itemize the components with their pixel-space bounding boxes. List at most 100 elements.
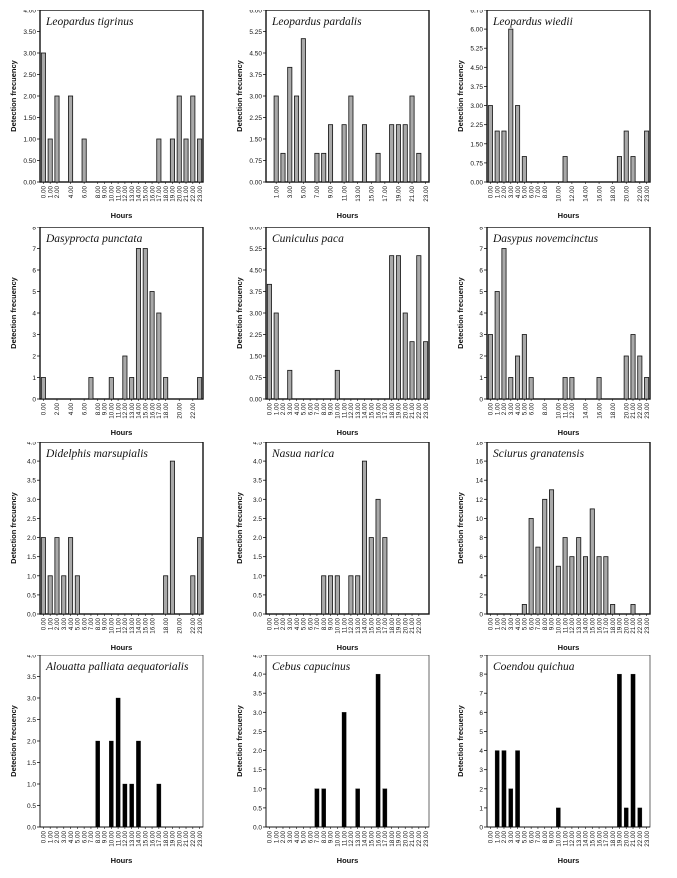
- x-tick-label: 17.00: [156, 186, 163, 202]
- y-tick-label: 1.50: [470, 141, 483, 148]
- x-tick-label: 13.00: [129, 403, 136, 419]
- bar: [169, 138, 175, 183]
- y-tick-label: 16: [476, 459, 484, 466]
- bar: [348, 95, 354, 183]
- chart-panel: 0.00 0.75 1.50 2.25 3.00 3.75 4.50 5.25 6.00 0.00…: [234, 225, 460, 445]
- x-tick-label: 5.00: [301, 618, 308, 631]
- y-tick-label: 0.75: [249, 158, 262, 165]
- plot-frame: [39, 654, 204, 828]
- x-tick-label: 18.00: [389, 618, 396, 634]
- x-tick-label: 16.00: [149, 186, 156, 202]
- y-tick-label: 2: [479, 786, 483, 793]
- y-tick-label: 3.00: [23, 51, 36, 58]
- plot-frame: [486, 226, 651, 400]
- y-tick-label: 0.00: [470, 180, 483, 187]
- x-tick-label: 4.00: [515, 186, 522, 199]
- x-tick-label: 1.00: [47, 618, 54, 631]
- bar: [341, 712, 347, 828]
- x-tick-label: 19.00: [396, 618, 403, 634]
- y-tick-label: 4.5: [27, 442, 36, 447]
- bar: [74, 575, 80, 615]
- x-tick-label: 7.00: [535, 831, 542, 844]
- chart-svg: 0 1 2 3 4 5 6 7 8 9 0.00 1.00 2.00 3.00 4.00 5.00 6.00 7.…: [456, 653, 651, 866]
- bar: [402, 312, 408, 400]
- x-tick-label: 15.00: [368, 403, 375, 419]
- x-tick-label: 7.00: [88, 831, 95, 844]
- y-tick-label: 0.5: [253, 805, 262, 812]
- y-tick-label: 0: [479, 397, 483, 404]
- bar: [556, 807, 561, 828]
- x-tick-label: 22.00: [190, 831, 197, 847]
- x-tick-label: 12.00: [122, 186, 129, 202]
- bar: [54, 95, 60, 183]
- bar: [562, 156, 568, 183]
- x-tick-label: 7.00: [535, 618, 542, 631]
- bar: [341, 124, 347, 183]
- chart-panel: 0 2 4 6 8 10 12 14 16 18 0.00 1.00 2.00 3.00 4.00 5.00 6…: [455, 440, 677, 660]
- bar: [142, 248, 148, 400]
- x-tick-label: 1.00: [47, 831, 54, 844]
- y-tick-label: 14: [476, 478, 484, 485]
- bar: [355, 575, 361, 615]
- bar: [321, 575, 327, 615]
- y-tick-label: 3.75: [249, 289, 262, 296]
- bar: [273, 312, 279, 400]
- bar: [423, 341, 429, 400]
- bar: [576, 537, 582, 615]
- y-tick-label: 2.0: [253, 748, 262, 755]
- x-tick-label: 14.00: [583, 831, 590, 847]
- bar: [361, 124, 367, 183]
- bar: [637, 355, 643, 400]
- x-tick-label: 16.00: [375, 618, 382, 634]
- plot-frame: [265, 226, 430, 400]
- x-tick-label: 13.00: [129, 831, 136, 847]
- x-tick-label: 18.00: [389, 831, 396, 847]
- y-axis-label: Detection frecuency: [9, 491, 18, 564]
- chart-title: Alouatta palliata aequatorialis: [45, 661, 189, 673]
- y-tick-label: 0.75: [470, 160, 483, 167]
- y-tick-label: 4.5: [253, 442, 262, 447]
- y-tick-label: 3.0: [27, 696, 36, 703]
- chart-svg: 0.0 0.5 1.0 1.5 2.0 2.5 3.0 3.5 4.0 4.5 0.00 1.00 2.…: [235, 440, 430, 652]
- y-tick-label: 0.5: [27, 592, 36, 599]
- y-tick-label: 2.0: [27, 535, 36, 542]
- chart-title: Leopardus wiedii: [492, 16, 573, 28]
- y-axis-label: Detection frecuency: [9, 276, 18, 349]
- y-tick-label: 8: [479, 672, 483, 679]
- bar: [287, 66, 293, 183]
- x-tick-label: 0.00: [488, 831, 495, 844]
- y-tick-label: 3.0: [253, 710, 262, 717]
- x-tick-label: 22.00: [190, 618, 197, 634]
- x-tick-label: 13.00: [129, 618, 136, 634]
- y-tick-label: 0: [479, 825, 483, 832]
- x-tick-label: 19.00: [170, 186, 177, 202]
- x-tick-label: 3.00: [61, 618, 68, 631]
- y-axis-label: Detection frecuency: [235, 491, 244, 564]
- bar: [54, 537, 60, 615]
- y-tick-label: 1: [479, 805, 483, 812]
- y-tick-label: 2: [479, 592, 483, 599]
- y-tick-label: 6: [479, 710, 483, 717]
- bar: [197, 138, 203, 183]
- x-tick-label: 16.00: [149, 831, 156, 847]
- y-tick-label: 6.00: [249, 10, 262, 15]
- y-tick-label: 5: [479, 289, 483, 296]
- bar: [375, 673, 381, 828]
- chart-title: Dasyprocta punctata: [45, 233, 143, 245]
- x-tick-label: 16.00: [375, 403, 382, 419]
- bar: [47, 138, 53, 183]
- chart-panel: 0.0 0.5 1.0 1.5 2.0 2.5 3.0 3.5 4.0 4.5 0.00 1.00 2.…: [234, 653, 460, 873]
- x-tick-label: 5.00: [522, 831, 529, 844]
- x-tick-label: 13.00: [576, 831, 583, 847]
- x-tick-label: 2.00: [54, 831, 61, 844]
- y-tick-label: 3.0: [253, 497, 262, 504]
- x-tick-label: 10.00: [109, 618, 116, 634]
- y-tick-label: 1.50: [23, 115, 36, 122]
- bar: [382, 537, 388, 615]
- y-tick-label: 1.5: [253, 767, 262, 774]
- x-tick-label: 13.00: [355, 618, 362, 634]
- bar: [348, 575, 354, 615]
- plot-frame: [486, 654, 651, 828]
- x-tick-label: 2.00: [54, 403, 61, 416]
- x-tick-label: 1.00: [47, 186, 54, 199]
